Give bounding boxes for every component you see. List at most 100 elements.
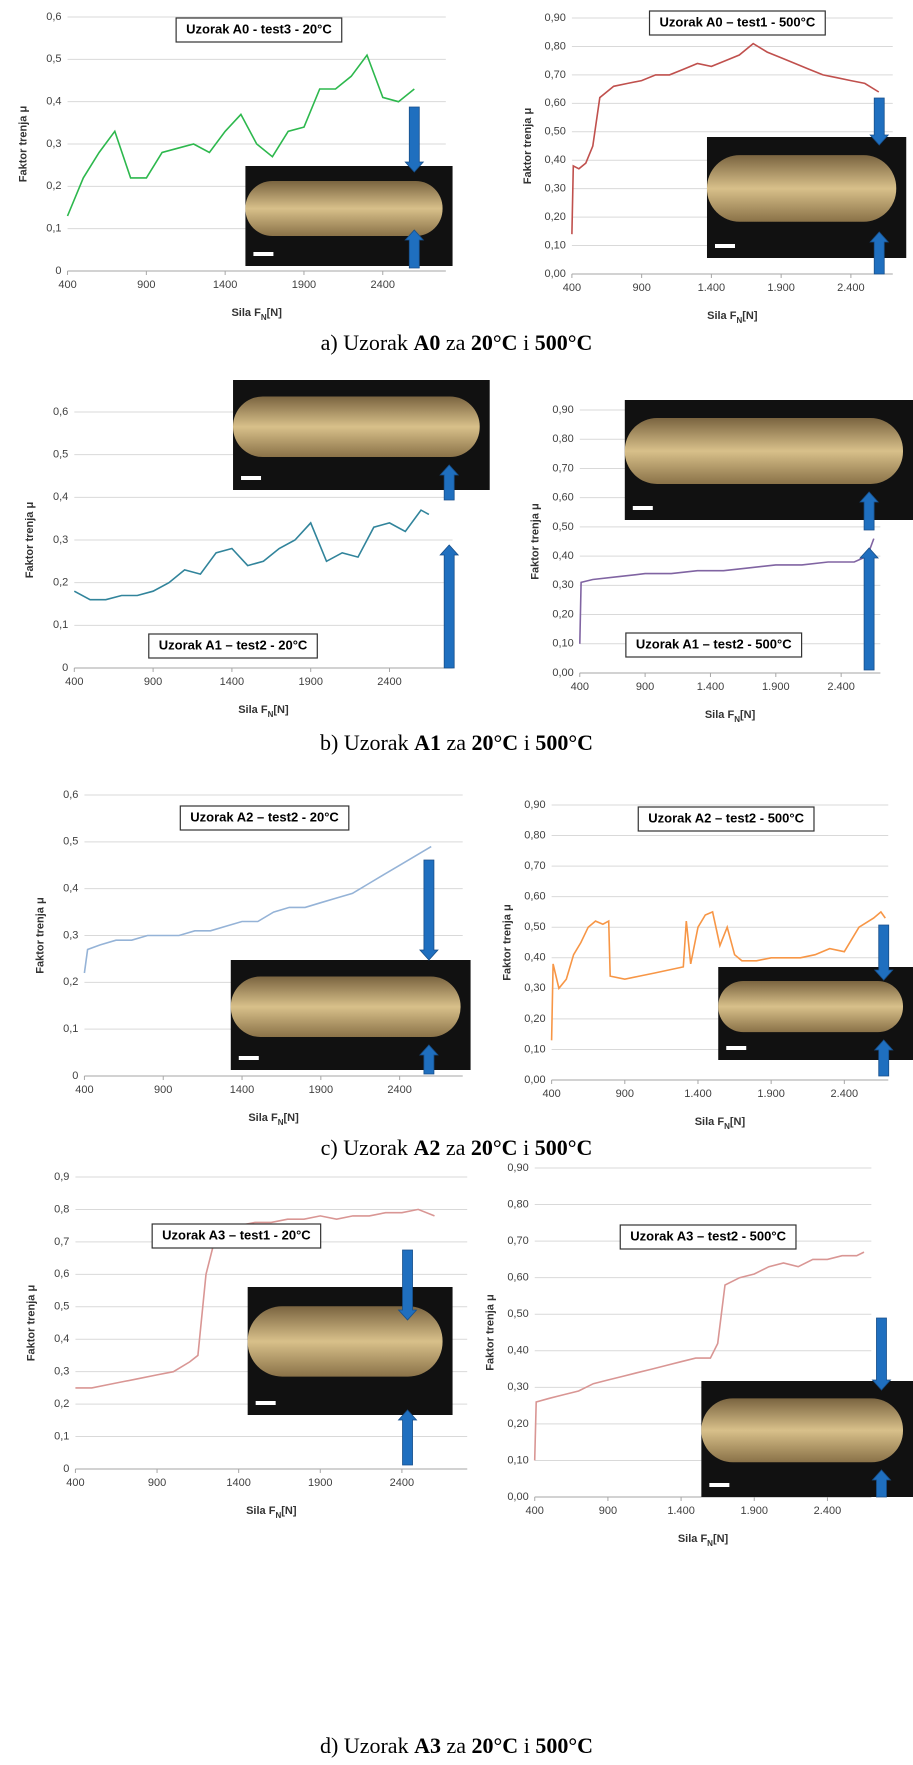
photo-track (624, 418, 903, 484)
x-label-unit: [N] (740, 709, 756, 721)
title-box (648, 10, 826, 36)
caption-part: 500°C (535, 1733, 593, 1758)
y-tick-label: 0,2 (53, 577, 68, 589)
x-tick-label: 1.400 (698, 282, 726, 294)
x-tick-label: 2.400 (814, 1505, 842, 1517)
x-tick-label: 1900 (298, 676, 322, 688)
scale-bar (253, 252, 274, 256)
y-tick-label: 0,40 (507, 1345, 528, 1357)
y-axis-label: Faktor trenja μ (17, 106, 29, 182)
y-tick-label: 0,10 (524, 1043, 545, 1055)
y-tick-label: 0,3 (46, 138, 61, 150)
y-tick-label: 0,70 (544, 69, 565, 81)
title-box (175, 17, 343, 43)
x-tick-label: 2400 (390, 1477, 414, 1489)
photo-track (701, 1398, 903, 1463)
y-tick-label: 0,10 (507, 1454, 528, 1466)
arrow (419, 1044, 439, 1075)
x-label-text: Sila F (705, 709, 735, 721)
y-tick-label: 0,7 (54, 1236, 69, 1248)
caption-part: za (440, 330, 471, 355)
x-axis-label: Sila FN[N] (707, 310, 758, 325)
x-axis-label: Sila FN[N] (705, 709, 756, 724)
x-tick-label: 900 (636, 681, 654, 693)
x-axis-label: Sila FN[N] (238, 704, 289, 719)
x-tick-label: 1400 (230, 1084, 254, 1096)
caption-part: i (518, 330, 535, 355)
caption: b) Uzorak A1 za 20°C i 500°C (320, 730, 593, 755)
y-axis-label: Faktor trenja μ (25, 1285, 37, 1361)
x-tick-label: 400 (542, 1088, 560, 1100)
caption-part: A2 (413, 1135, 440, 1160)
caption-part: za (441, 730, 472, 755)
caption-part: 20°C (472, 1733, 519, 1758)
scale-bar (632, 506, 653, 510)
x-tick-label: 2.400 (827, 681, 855, 693)
y-tick-label: 0,6 (46, 11, 61, 23)
x-tick-label: 900 (616, 1088, 634, 1100)
x-tick-label: 1900 (308, 1477, 332, 1489)
chart-title: Uzorak A2 – test2 - 20°C (190, 809, 339, 824)
x-label-text: Sila F (678, 1533, 708, 1545)
arrow (869, 97, 890, 146)
scale-bar (238, 1056, 259, 1060)
y-tick-label: 0,60 (544, 97, 565, 109)
y-tick-label: 0,3 (54, 1366, 69, 1378)
y-tick-label: 0,00 (544, 268, 565, 280)
arrow (439, 464, 460, 501)
y-tick-label: 0,5 (46, 53, 61, 65)
arrow (404, 106, 425, 173)
caption-part: 20°C (472, 730, 519, 755)
caption-part: c) Uzorak (321, 1135, 414, 1160)
caption-part: i (518, 1135, 535, 1160)
y-tick-label: 0,30 (507, 1381, 528, 1393)
y-tick-label: 0,30 (524, 982, 545, 994)
y-tick-label: 0,2 (54, 1398, 69, 1410)
caption-part: 500°C (535, 730, 593, 755)
caption-part: a) Uzorak (321, 330, 414, 355)
x-label-sub: N (261, 313, 267, 322)
x-tick-label: 400 (75, 1084, 93, 1096)
x-axis-label: Sila FN[N] (678, 1533, 729, 1548)
y-axis-label: Faktor trenja μ (24, 502, 36, 578)
x-tick-label: 2.400 (831, 1088, 859, 1100)
x-label-text: Sila F (707, 310, 737, 322)
arrow (419, 859, 439, 961)
chart-title: Uzorak A3 – test2 - 500°C (630, 1228, 786, 1243)
y-tick-label: 0,60 (507, 1272, 528, 1284)
x-tick-label: 400 (66, 1477, 84, 1489)
caption-part: A3 (414, 1733, 441, 1758)
y-tick-label: 0,90 (552, 404, 573, 416)
x-label-text: Sila F (238, 704, 268, 716)
x-tick-label: 900 (599, 1505, 617, 1517)
photo-track (718, 980, 903, 1033)
arrow (859, 491, 879, 531)
y-tick-label: 0,80 (544, 40, 565, 52)
data-line (579, 538, 875, 644)
x-label-text: Sila F (246, 1505, 276, 1517)
x-tick-label: 1900 (292, 279, 316, 291)
y-tick-label: 0,1 (63, 1023, 78, 1035)
title-box (625, 632, 803, 658)
caption: c) Uzorak A2 za 20°C i 500°C (321, 1135, 593, 1160)
x-label-sub: N (724, 1122, 730, 1131)
y-tick-label: 0,20 (552, 608, 573, 620)
x-tick-label: 1.900 (757, 1088, 785, 1100)
arrow (397, 1409, 418, 1466)
arrow (439, 544, 460, 669)
y-tick-label: 0 (55, 265, 61, 277)
x-label-sub: N (275, 1511, 281, 1520)
x-label-sub: N (707, 1539, 713, 1548)
y-tick-label: 0,8 (54, 1203, 69, 1215)
x-label-unit: [N] (283, 1112, 299, 1124)
y-tick-label: 0,40 (524, 952, 545, 964)
y-tick-label: 0,1 (46, 223, 61, 235)
x-axis-label: Sila FN[N] (695, 1116, 746, 1131)
caption-part: za (441, 1733, 472, 1758)
y-tick-label: 0,40 (552, 550, 573, 562)
title-box (151, 1223, 322, 1249)
y-tick-label: 0,2 (63, 976, 78, 988)
y-tick-label: 0,70 (552, 462, 573, 474)
y-tick-label: 0,90 (524, 799, 545, 811)
chart-title: Uzorak A1 – test2 - 500°C (636, 636, 792, 651)
